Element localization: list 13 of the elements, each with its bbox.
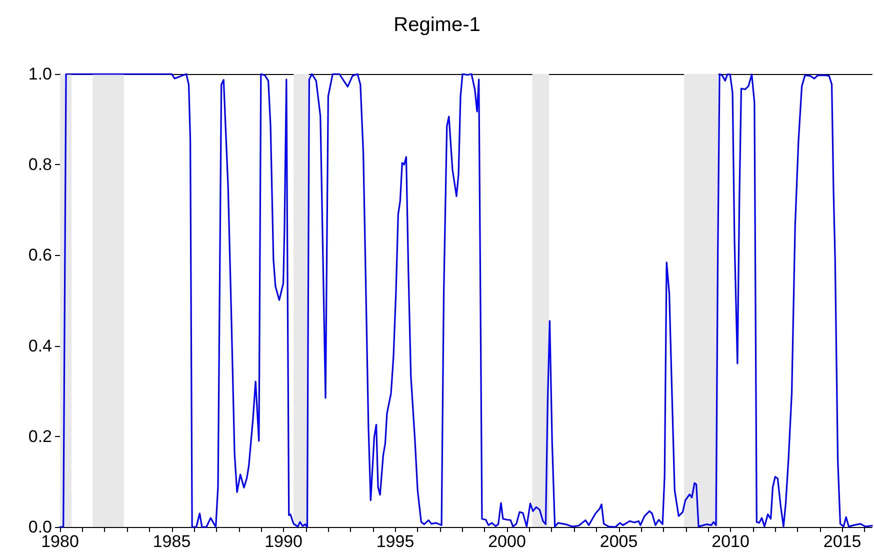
x-tick-label: 1990 xyxy=(264,532,302,551)
x-tick-label: 1995 xyxy=(376,532,414,551)
chart-title: Regime-1 xyxy=(394,14,480,36)
x-tick-label: 1985 xyxy=(152,532,191,551)
y-tick-label: 0.6 xyxy=(28,246,52,265)
x-tick-label: 2000 xyxy=(488,532,526,551)
y-tick-label: 0.8 xyxy=(28,155,52,174)
x-tick-label: 2015 xyxy=(823,532,862,551)
x-tick-label: 2010 xyxy=(712,532,750,551)
y-tick-label: 0.4 xyxy=(28,336,52,356)
y-tick-label: 0.2 xyxy=(28,426,52,446)
y-tick-label: 1.0 xyxy=(28,64,52,84)
x-tick-label: 2005 xyxy=(600,532,638,551)
